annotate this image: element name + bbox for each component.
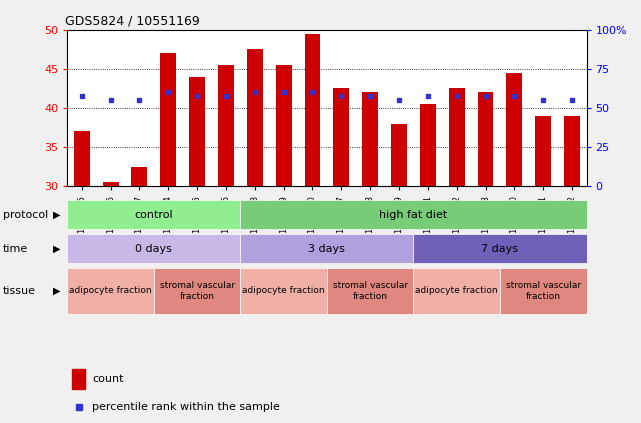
Bar	[333, 88, 349, 186]
Bar	[327, 268, 413, 314]
Text: protocol: protocol	[3, 210, 49, 220]
Bar	[240, 201, 587, 229]
Text: control: control	[135, 210, 173, 220]
Text: ▶: ▶	[53, 286, 60, 296]
Bar	[160, 53, 176, 186]
Bar	[240, 234, 413, 263]
Bar	[478, 92, 494, 186]
Bar	[391, 124, 407, 186]
Bar	[413, 234, 587, 263]
Bar	[500, 268, 587, 314]
Bar	[564, 115, 580, 186]
Bar	[218, 65, 234, 186]
Bar	[362, 92, 378, 186]
Text: stromal vascular
fraction: stromal vascular fraction	[333, 281, 408, 300]
Bar	[189, 77, 205, 186]
Text: stromal vascular
fraction: stromal vascular fraction	[160, 281, 235, 300]
Text: tissue: tissue	[3, 286, 36, 296]
Text: 3 days: 3 days	[308, 244, 345, 253]
Text: time: time	[3, 244, 28, 253]
Text: GDS5824 / 10551169: GDS5824 / 10551169	[65, 14, 199, 27]
Bar	[74, 131, 90, 186]
Bar	[506, 73, 522, 186]
Bar	[131, 167, 147, 186]
Bar	[535, 115, 551, 186]
Bar	[72, 369, 85, 388]
Bar	[413, 268, 500, 314]
Bar	[276, 65, 292, 186]
Bar	[449, 88, 465, 186]
Bar	[67, 234, 240, 263]
Text: 7 days: 7 days	[481, 244, 519, 253]
Text: ▶: ▶	[53, 244, 60, 253]
Text: ▶: ▶	[53, 210, 60, 220]
Bar	[67, 201, 240, 229]
Text: stromal vascular
fraction: stromal vascular fraction	[506, 281, 581, 300]
Text: adipocyte fraction: adipocyte fraction	[415, 286, 498, 295]
Text: count: count	[92, 374, 124, 384]
Text: adipocyte fraction: adipocyte fraction	[69, 286, 152, 295]
Bar	[67, 268, 154, 314]
Bar	[154, 268, 240, 314]
Text: high fat diet: high fat diet	[379, 210, 447, 220]
Bar	[240, 268, 327, 314]
Text: adipocyte fraction: adipocyte fraction	[242, 286, 325, 295]
Bar	[103, 182, 119, 186]
Text: 0 days: 0 days	[135, 244, 172, 253]
Bar	[420, 104, 436, 186]
Bar	[304, 33, 320, 186]
Text: percentile rank within the sample: percentile rank within the sample	[92, 402, 280, 412]
Bar	[247, 49, 263, 186]
